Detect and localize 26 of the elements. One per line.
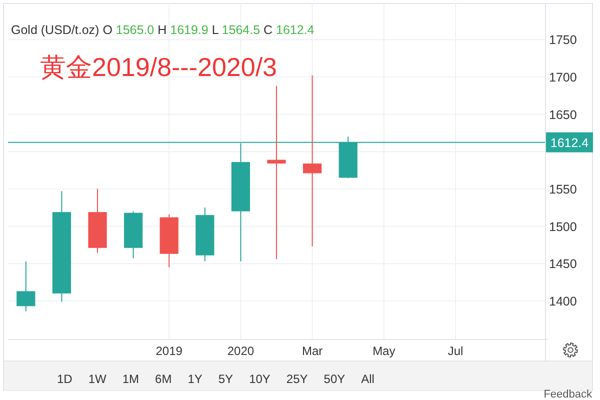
note: Feedback bbox=[544, 388, 592, 400]
ytick: 1450 bbox=[549, 257, 577, 272]
range-label: 50Y bbox=[324, 372, 346, 386]
ytick: 1750 bbox=[549, 33, 577, 48]
range-label: 25Y bbox=[286, 372, 308, 386]
ytick: 1400 bbox=[549, 294, 577, 308]
range-label: 6M bbox=[155, 372, 172, 386]
title: 黄金2019/8---2020/3 bbox=[40, 52, 278, 82]
range-label: 1W bbox=[88, 372, 106, 386]
ref-label: 1612.4 bbox=[550, 136, 589, 150]
ytick: 1550 bbox=[549, 182, 577, 196]
xtick: May bbox=[372, 344, 396, 358]
ytick: 1700 bbox=[549, 70, 577, 84]
xtick: Jul bbox=[448, 344, 464, 358]
xtick: Mar bbox=[302, 344, 323, 358]
range-label: 5Y bbox=[218, 372, 234, 386]
range-label: 10Y bbox=[249, 372, 270, 386]
ytick: 1500 bbox=[549, 220, 577, 234]
range-label: 1Y bbox=[188, 372, 202, 386]
range-label: All bbox=[361, 372, 374, 386]
ytick: 1650 bbox=[549, 108, 577, 122]
range-label: 1M bbox=[122, 372, 140, 386]
xtick: 2019 bbox=[156, 344, 182, 358]
subtitle: Gold (USD/t.oz) O 1565.0 H 1619.9 L 1564.5 C 1612.4 bbox=[11, 23, 314, 37]
range-label: 1D bbox=[57, 372, 72, 386]
xtick: 2020 bbox=[227, 344, 254, 358]
